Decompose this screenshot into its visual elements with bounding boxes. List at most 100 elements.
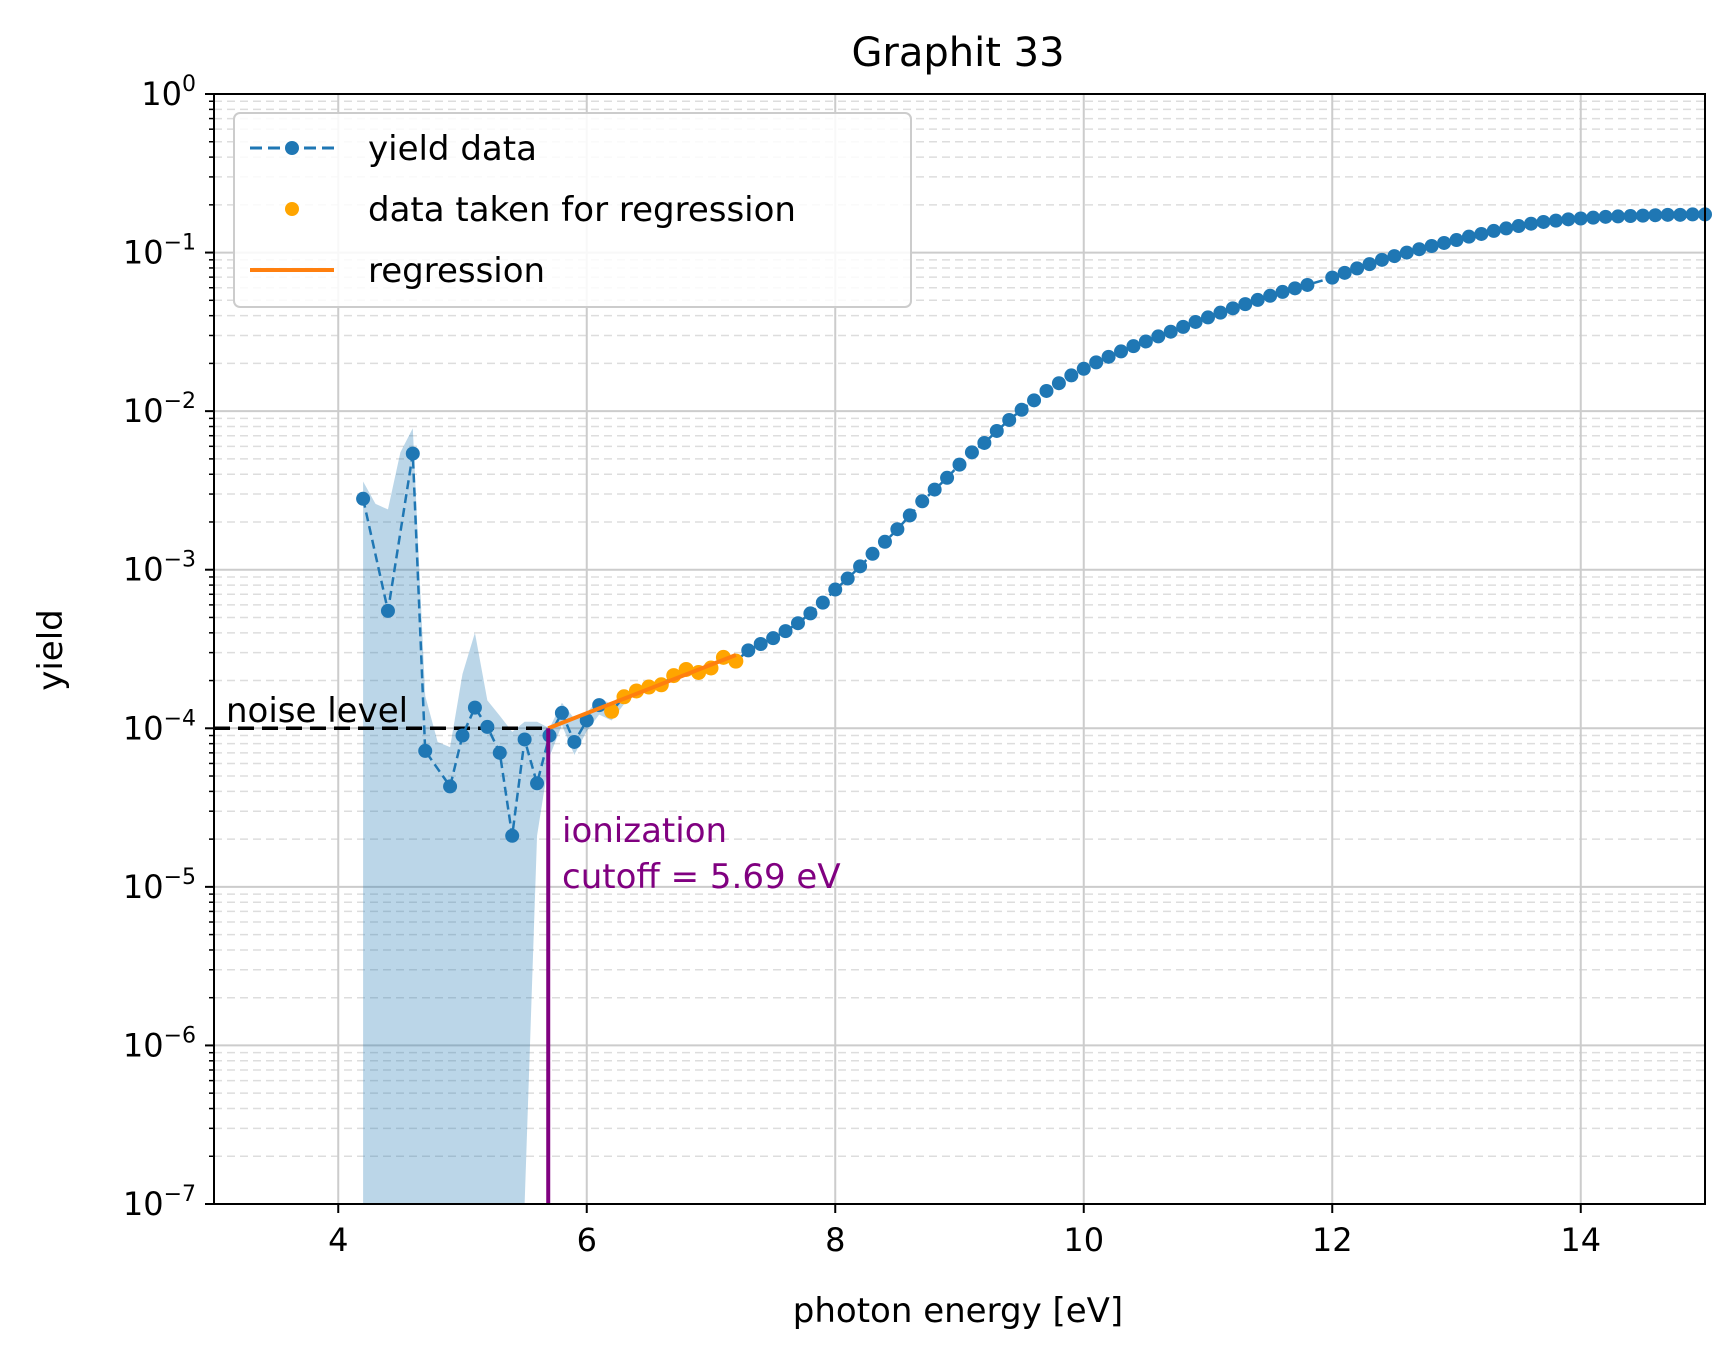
yield-data-point bbox=[902, 508, 917, 523]
yield-data-point bbox=[1101, 349, 1116, 364]
yield-data-point bbox=[1586, 210, 1601, 225]
yield-data-point bbox=[1362, 257, 1377, 272]
y-tick-label: 10−1 bbox=[123, 231, 196, 272]
yield-data-point bbox=[790, 616, 805, 631]
yield-data-point bbox=[1474, 226, 1489, 241]
yield-data-point bbox=[1660, 207, 1675, 222]
x-tick-label: 12 bbox=[1312, 1221, 1353, 1259]
yield-data-point bbox=[1499, 221, 1514, 236]
yield-data-point bbox=[1201, 310, 1215, 325]
legend-label-regression: regression bbox=[368, 251, 545, 291]
yield-data-point bbox=[1263, 288, 1278, 303]
yield-data-point bbox=[1275, 284, 1290, 299]
chart-title: Graphit 33 bbox=[851, 30, 1064, 76]
yield-data-point bbox=[1188, 314, 1203, 329]
yield-data-point bbox=[1611, 209, 1626, 224]
yield-data-point bbox=[1138, 334, 1153, 349]
yield-data-point bbox=[554, 705, 569, 720]
y-tick-label: 10−6 bbox=[123, 1023, 196, 1064]
yield-data-point bbox=[467, 700, 482, 715]
yield-data-point bbox=[1685, 207, 1700, 222]
yield-data-point bbox=[480, 719, 495, 734]
x-axis-ticks: 4 6 8 10 12 14 bbox=[328, 1204, 1601, 1259]
yield-data-point bbox=[940, 470, 955, 485]
x-tick-label: 10 bbox=[1063, 1221, 1104, 1259]
legend-label-yield-data: yield data bbox=[368, 129, 537, 169]
yield-data-point bbox=[952, 457, 967, 472]
x-tick-label: 8 bbox=[825, 1221, 845, 1259]
legend-box bbox=[233, 112, 912, 308]
x-tick-label: 14 bbox=[1560, 1221, 1601, 1259]
yield-data-point bbox=[1635, 208, 1650, 223]
yield-data-point bbox=[380, 603, 395, 618]
yield-data-point bbox=[927, 482, 942, 497]
yield-data-point bbox=[1176, 319, 1191, 334]
yield-data-point bbox=[418, 743, 433, 758]
yield-data-point bbox=[1163, 324, 1178, 339]
yield-data-point bbox=[1337, 265, 1352, 280]
yield-data-point bbox=[753, 637, 768, 652]
yield-data-point bbox=[1623, 209, 1638, 224]
yield-data-point bbox=[1648, 208, 1663, 223]
yield-data-point bbox=[455, 728, 470, 743]
yield-data-point bbox=[1213, 305, 1228, 320]
yield-data-point bbox=[1374, 252, 1389, 267]
yield-data-point bbox=[964, 445, 979, 460]
yield-data-point bbox=[1002, 412, 1017, 427]
yield-data-point bbox=[517, 732, 532, 747]
yield-data-point bbox=[1014, 402, 1029, 417]
yield-data-point bbox=[1064, 368, 1079, 383]
y-tick-label: 10−4 bbox=[123, 706, 196, 747]
cutoff-group: ionization cutoff = 5.69 eV bbox=[546, 728, 841, 1204]
y-tick-label: 100 bbox=[141, 72, 196, 113]
cutoff-label-line1: ionization bbox=[562, 811, 727, 851]
uncertainty-band-area bbox=[363, 428, 625, 1205]
yield-data-point bbox=[1126, 339, 1141, 354]
yield-data-point bbox=[778, 624, 793, 639]
yield-data-point bbox=[977, 435, 992, 450]
yield-data-point bbox=[890, 522, 905, 537]
y-tick-label: 10−3 bbox=[123, 548, 196, 589]
yield-data-point bbox=[1598, 209, 1613, 224]
y-tick-label: 10−7 bbox=[123, 1182, 196, 1223]
yield-data-point bbox=[1573, 211, 1588, 226]
yield-data-point bbox=[915, 494, 930, 509]
y-tick-label: 10−5 bbox=[123, 865, 196, 906]
yield-data-point bbox=[766, 631, 781, 646]
yield-data-point bbox=[505, 828, 520, 843]
yield-data-point bbox=[741, 643, 756, 658]
legend-regression-data-marker bbox=[285, 202, 299, 216]
minor-grid bbox=[214, 100, 1705, 1158]
yield-data-point bbox=[1027, 393, 1042, 408]
yield-data-point bbox=[1486, 223, 1501, 238]
regression-data-series bbox=[547, 649, 744, 731]
regression-line bbox=[547, 653, 737, 731]
yield-data-point bbox=[492, 745, 507, 760]
regression-data-point bbox=[604, 703, 620, 719]
yield-data-point bbox=[1449, 233, 1464, 248]
yield-data-point bbox=[1561, 212, 1576, 227]
yield-data-point bbox=[579, 713, 594, 728]
yield-data-point bbox=[1437, 235, 1452, 250]
yield-data-point bbox=[1673, 207, 1688, 222]
yield-data-point bbox=[1399, 245, 1414, 260]
yield-data-point bbox=[1548, 213, 1563, 228]
yield-data-point bbox=[1250, 292, 1265, 307]
yield-data-point bbox=[989, 423, 1004, 438]
legend: yield data data taken for regression reg… bbox=[233, 112, 912, 308]
yield-data-point bbox=[530, 776, 545, 791]
x-tick-label: 6 bbox=[577, 1221, 597, 1259]
x-tick-label: 4 bbox=[328, 1221, 348, 1259]
yield-data-point bbox=[1089, 355, 1104, 370]
yield-data-point bbox=[1524, 216, 1539, 231]
yield-data-point bbox=[356, 491, 371, 506]
yield-data-point bbox=[865, 546, 880, 561]
axes-frame bbox=[213, 93, 1706, 1205]
yield-data-point bbox=[1387, 249, 1402, 264]
noise-level-label: noise level bbox=[226, 691, 408, 731]
yield-data-point bbox=[1300, 277, 1315, 292]
cutoff-label-line2: cutoff = 5.69 eV bbox=[562, 857, 841, 897]
yield-data-point bbox=[803, 606, 818, 621]
yield-data-point bbox=[1051, 376, 1066, 391]
